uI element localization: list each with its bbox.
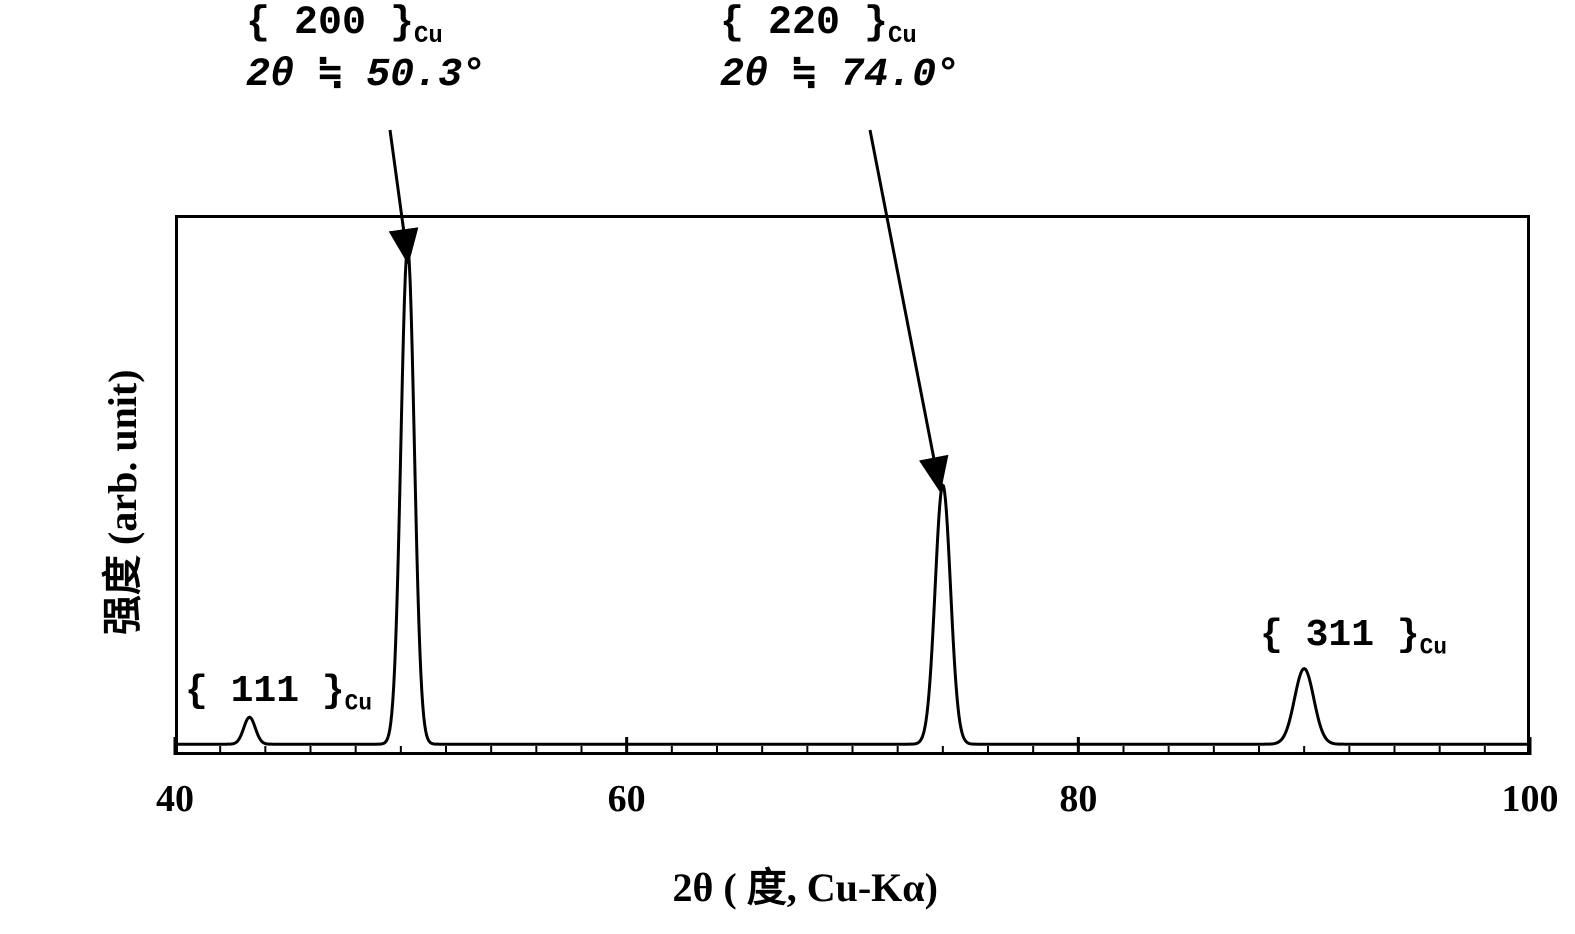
x-tick-label: 60 — [597, 777, 657, 821]
x-tick-label: 40 — [145, 777, 205, 821]
x-tick-label: 80 — [1048, 777, 1108, 821]
peak-311-label: { 311 }Cu — [1260, 614, 1447, 661]
chart-container: 强度 (arb. unit) 2θ ( 度, Cu-Kα) { 200 }Cu2… — [0, 0, 1575, 934]
x-axis-label: 2θ ( 度, Cu-Kα) — [673, 855, 938, 913]
peak-220-annotation: { 220 }Cu2θ ≒ 74.0° — [720, 0, 960, 100]
plot-area — [175, 215, 1530, 755]
peak-200-annotation: { 200 }Cu2θ ≒ 50.3° — [246, 0, 486, 100]
peak-111-label: { 111 }Cu — [185, 670, 372, 717]
x-tick-label: 100 — [1500, 777, 1560, 821]
y-axis-label: 强度 (arb. unit) — [90, 369, 148, 635]
